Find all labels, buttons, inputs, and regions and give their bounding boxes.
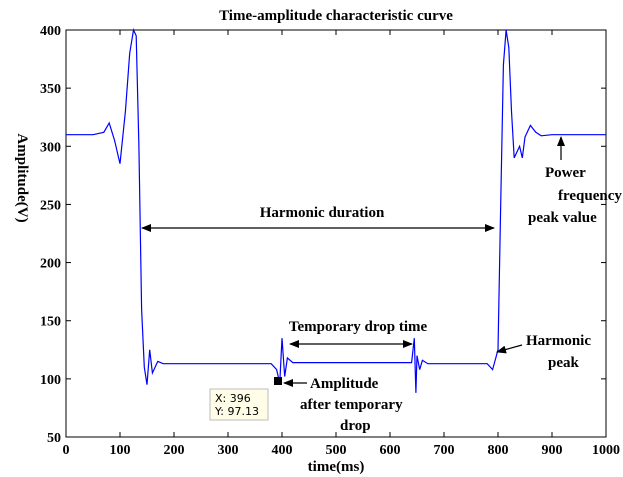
x-tick-label: 700: [434, 443, 455, 458]
plot-area: [65, 29, 607, 438]
harmonic-duration-annotation: Harmonic duration: [141, 205, 495, 232]
y-tick-label: 150: [40, 315, 61, 330]
y-tick-label: 50: [47, 431, 61, 446]
harmonic-duration-label: Harmonic duration: [260, 205, 385, 221]
x-tick-label: 800: [488, 443, 509, 458]
ticks-layer: 0 100 200 300 400 500 600 700 800 900 1000 50 100 150…: [40, 24, 620, 458]
datatip-y: Y: 97.13: [214, 405, 259, 418]
amplitude-drop-label-3: drop: [340, 418, 371, 434]
temporary-drop-annotation: Temporary drop time: [289, 319, 428, 348]
x-tick-label: 0: [63, 443, 70, 458]
amplitude-drop-annotation: Amplitude after temporary drop: [274, 376, 403, 434]
y-tick-label: 350: [40, 82, 61, 97]
x-axis-label: time(ms): [308, 459, 365, 475]
x-tick-label: 500: [326, 443, 347, 458]
y-tick-label: 250: [40, 198, 61, 213]
harmonic-peak-label-1: Harmonic: [526, 333, 591, 349]
datatip-marker: [274, 377, 282, 385]
x-tick-label: 100: [110, 443, 131, 458]
chart-title: Time-amplitude characteristic curve: [219, 8, 453, 24]
y-tick-label: 400: [40, 24, 61, 39]
y-tick-label: 100: [40, 373, 61, 388]
amplitude-drop-label-1: Amplitude: [310, 376, 379, 392]
temporary-drop-label: Temporary drop time: [289, 319, 428, 335]
harmonic-peak-arrow: [496, 344, 523, 354]
harmonic-peak-annotation: Harmonic peak: [496, 333, 591, 371]
x-tick-label: 600: [380, 443, 401, 458]
power-frequency-annotation: Power frequency peak value: [528, 136, 622, 226]
power-frequency-label-2: frequency: [558, 188, 622, 204]
power-frequency-label-1: Power: [545, 165, 586, 181]
datatip-box: [209, 388, 269, 421]
y-tick-label: 200: [40, 257, 61, 272]
x-tick-label: 200: [164, 443, 185, 458]
datatip[interactable]: X: 396 Y: 97.13: [209, 388, 269, 421]
power-frequency-label-3: peak value: [528, 210, 597, 226]
y-tick-label: 300: [40, 140, 61, 155]
x-tick-label: 400: [272, 443, 293, 458]
x-tick-label: 1000: [592, 443, 620, 458]
y-axis-label: Amplitude(V): [14, 133, 30, 222]
series-line: [66, 27, 606, 393]
x-tick-label: 300: [218, 443, 239, 458]
harmonic-peak-label-2: peak: [548, 355, 580, 371]
x-tick-label: 900: [542, 443, 563, 458]
amplitude-drop-label-2: after temporary: [300, 397, 403, 413]
datatip-x: X: 396: [215, 392, 251, 405]
